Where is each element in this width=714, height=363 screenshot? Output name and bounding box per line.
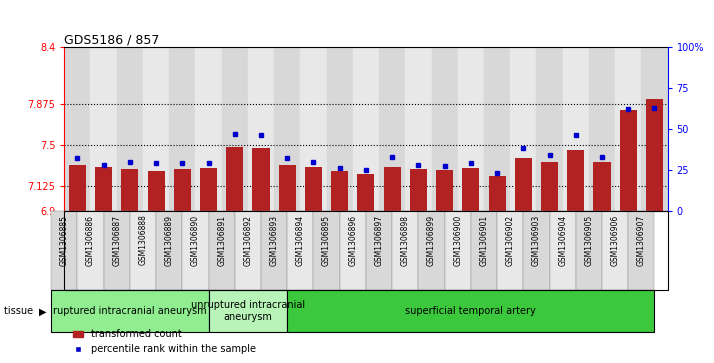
Legend: transformed count, percentile rank within the sample: transformed count, percentile rank withi… [69,326,259,358]
Bar [353,47,379,211]
Text: GSM1306890: GSM1306890 [191,215,200,266]
Bar [196,47,221,211]
Text: superficial temporal artery: superficial temporal artery [406,306,536,316]
Bar [511,47,536,211]
Bar [95,167,112,211]
Text: unruptured intracranial
aneurysm: unruptured intracranial aneurysm [191,301,305,322]
Bar [620,110,637,211]
Bar [436,170,453,211]
Text: GSM1306901: GSM1306901 [480,215,488,266]
Text: GSM1306896: GSM1306896 [348,215,357,266]
Bar [484,47,511,211]
Bar [358,174,374,211]
Bar [589,47,615,211]
Text: GSM1306886: GSM1306886 [86,215,95,265]
Text: GSM1306894: GSM1306894 [296,215,305,266]
Bar [278,165,296,211]
Bar [326,47,353,211]
Text: GSM1306898: GSM1306898 [401,215,410,265]
Bar [200,168,217,211]
Bar [410,169,427,211]
Bar [116,47,143,211]
Text: ▶: ▶ [39,306,47,316]
Bar [563,47,589,211]
Bar [646,99,663,211]
Bar [143,47,169,211]
Bar [121,169,139,211]
Bar [274,47,301,211]
Bar [379,47,406,211]
Bar [463,168,479,211]
Text: GSM1306891: GSM1306891 [217,215,226,265]
Bar [383,167,401,211]
Text: GSM1306904: GSM1306904 [558,215,567,266]
Bar [331,171,348,211]
Bar [91,47,116,211]
Bar [488,176,506,211]
Bar [221,47,248,211]
Text: GSM1306888: GSM1306888 [139,215,148,265]
Bar [593,162,610,211]
Bar [536,47,563,211]
Bar [64,47,91,211]
Bar [641,47,668,211]
Text: GSM1306897: GSM1306897 [375,215,383,266]
Bar [615,47,641,211]
Bar [541,162,558,211]
Text: ruptured intracranial aneurysm: ruptured intracranial aneurysm [53,306,206,316]
Bar [248,47,274,211]
Bar [253,148,269,211]
Bar [174,169,191,211]
Text: GSM1306900: GSM1306900 [453,215,462,266]
Bar [515,158,532,211]
Bar [305,167,322,211]
Text: GSM1306905: GSM1306905 [584,215,593,266]
Text: GSM1306887: GSM1306887 [112,215,121,265]
Text: GSM1306903: GSM1306903 [532,215,541,266]
Text: tissue: tissue [4,306,36,316]
Bar [148,171,165,211]
Bar [69,165,86,211]
Text: GSM1306892: GSM1306892 [243,215,252,265]
Bar [226,147,243,211]
Bar [169,47,196,211]
Text: GSM1306889: GSM1306889 [165,215,174,265]
Text: GDS5186 / 857: GDS5186 / 857 [64,33,160,46]
Bar [567,150,584,211]
Bar [406,47,431,211]
Text: GSM1306902: GSM1306902 [506,215,515,266]
Text: GSM1306893: GSM1306893 [270,215,278,266]
Text: GSM1306907: GSM1306907 [637,215,646,266]
Bar [458,47,484,211]
Text: GSM1306899: GSM1306899 [427,215,436,266]
Bar [431,47,458,211]
Bar [301,47,326,211]
Text: GSM1306906: GSM1306906 [610,215,620,266]
Text: GSM1306895: GSM1306895 [322,215,331,266]
Text: GSM1306885: GSM1306885 [60,215,69,265]
